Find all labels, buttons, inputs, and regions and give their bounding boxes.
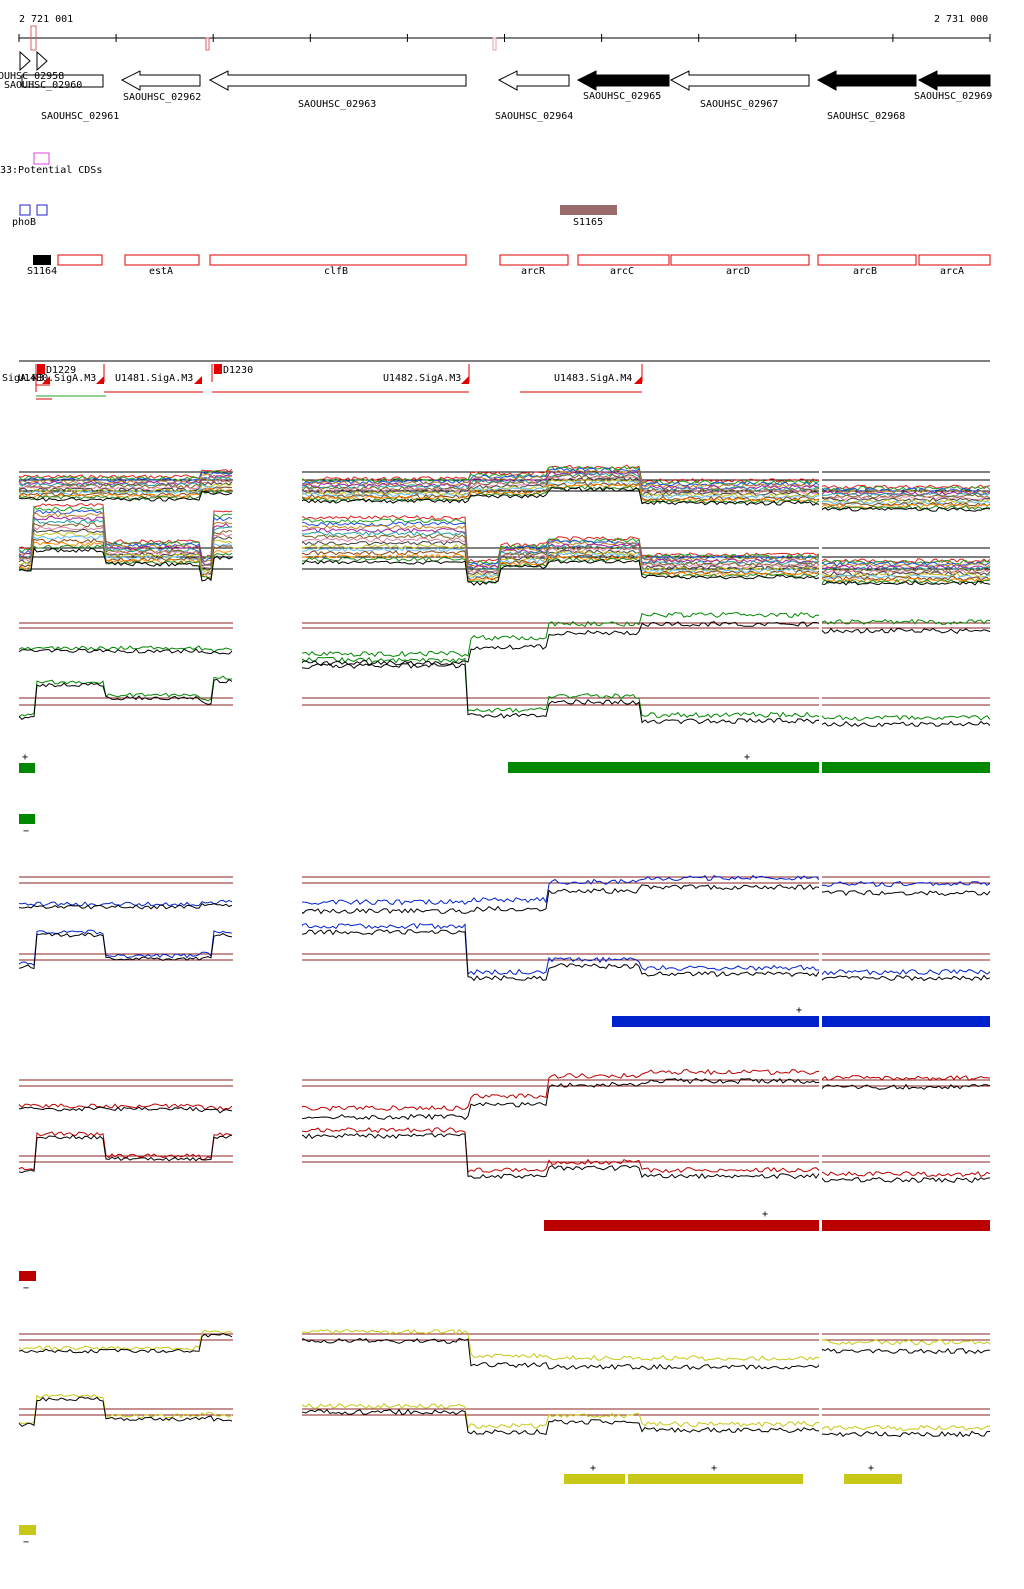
segment-plus[interactable] [628, 1474, 803, 1484]
promoter-label: U1482.SigA.M3 [383, 373, 461, 384]
gene-SAOUHSC_02963[interactable] [208, 70, 467, 91]
feature-label: arcR [521, 266, 546, 277]
promoter-label: D1229 [46, 365, 76, 376]
feature-clfB[interactable] [209, 254, 467, 266]
gene-SAOUHSC_02965[interactable] [576, 70, 670, 91]
feature-S1164[interactable] [33, 255, 51, 265]
condition-green-segments: + + − [19, 752, 990, 837]
segment-plus[interactable] [508, 762, 990, 773]
plus-label: + [22, 752, 28, 763]
gene-label: OUHSC_02958 [0, 71, 64, 82]
feature-box[interactable] [57, 254, 103, 266]
segment-plus[interactable] [19, 763, 35, 773]
condition-yellow-segments: + + + − [19, 1463, 902, 1548]
gene-label: SAOUHSC_02967 [700, 99, 778, 110]
feature-label: estA [149, 266, 173, 277]
gene-SAOUHSC_02960[interactable] [21, 74, 104, 88]
gene-SAOUHSC_02967[interactable] [669, 70, 810, 91]
feature-arcC[interactable] [577, 254, 670, 266]
promoter-label: U1480.SigA.M3 [18, 373, 96, 384]
ruler-start-label: 2 721 001 [19, 14, 73, 25]
segment-minus[interactable] [19, 1525, 36, 1535]
feature-track: S1164 estA clfB arcR arcC arcD arcB arcA [27, 254, 991, 277]
plus-label: + [868, 1463, 874, 1474]
plus-label: + [744, 752, 750, 763]
gene-SAOUHSC_02964[interactable] [497, 70, 570, 91]
promoter-label: U1483.SigA.M4 [554, 373, 632, 384]
feature-arcR[interactable] [499, 254, 569, 266]
potential-cds-label: 33:Potential CDSs [0, 165, 102, 176]
segment-plus[interactable] [564, 1474, 625, 1484]
plus-label: + [711, 1463, 717, 1474]
feature-label: arcB [853, 266, 877, 277]
minus-label: − [23, 1283, 29, 1294]
gene-label: SAOUHSC_02960 [4, 80, 82, 91]
promoter-label: D1230 [223, 365, 253, 376]
condition-expression-tracks [18, 611, 991, 1438]
gene-label: SAOUHSC_02965 [583, 91, 661, 102]
gene-label: SAOUHSC_02969 [914, 91, 992, 102]
regulator-site-label: phoB [12, 217, 36, 228]
condition-red-segments: + − [19, 1209, 990, 1294]
gene-SAOUHSC_02962[interactable] [120, 70, 201, 91]
gene-label: SAOUHSC_02961 [41, 111, 119, 122]
promoter-label: SigA.M3 [2, 373, 44, 384]
potential-cds-track: 33:Potential CDSs [0, 152, 102, 176]
segment-plus[interactable] [844, 1474, 902, 1484]
gene-SAOUHSC_02968[interactable] [816, 70, 917, 91]
gene-label: SAOUHSC_02968 [827, 111, 905, 122]
minus-label: − [23, 826, 29, 837]
feature-arcA[interactable] [918, 254, 991, 266]
plus-label: + [762, 1209, 768, 1220]
feature-estA[interactable] [124, 254, 200, 266]
feature-arcB[interactable] [817, 254, 917, 266]
segment-plus[interactable] [544, 1220, 990, 1231]
gene-label: SAOUHSC_02964 [495, 111, 573, 122]
feature-label: S1164 [27, 266, 57, 277]
srna-label: S1165 [573, 217, 603, 228]
minus-label: − [23, 1537, 29, 1548]
gene-label: SAOUHSC_02962 [123, 92, 201, 103]
ruler-end-label: 2 731 000 [934, 14, 988, 25]
segment-plus[interactable] [612, 1016, 990, 1027]
feature-arcD[interactable] [670, 254, 810, 266]
promoter-track: D1229 D1230 SigA.M3 U1480.SigA.M3 U1481.… [2, 360, 990, 400]
expression-profile-multi [18, 464, 991, 586]
feature-label: arcC [610, 266, 634, 277]
plus-label: + [590, 1463, 596, 1474]
promoter-label: U1481.SigA.M3 [115, 373, 193, 384]
plus-label: + [796, 1005, 802, 1016]
feature-label: clfB [324, 266, 348, 277]
gene-label: SAOUHSC_02963 [298, 99, 376, 110]
feature-label: arcA [940, 266, 964, 277]
feature-label: arcD [726, 266, 750, 277]
segment-minus[interactable] [19, 814, 35, 824]
condition-blue-segments: + [612, 1005, 990, 1027]
gene-track: OUHSC_02958 SAOUHSC_02960 SAOUHSC_02961 … [0, 50, 992, 122]
segment-minus[interactable] [19, 1271, 36, 1281]
regulator-track: phoB S1165 [12, 204, 617, 228]
gene-SAOUHSC_02969[interactable] [917, 70, 991, 91]
coordinate-ruler: 2 721 001 2 731 000 [18, 14, 991, 51]
